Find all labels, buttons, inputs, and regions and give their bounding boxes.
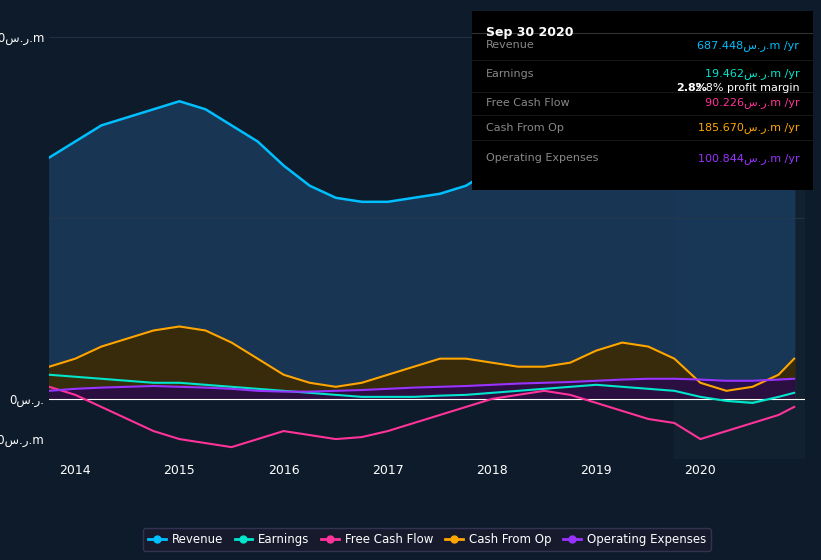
Text: Cash From Op: Cash From Op [486, 123, 563, 133]
Legend: Revenue, Earnings, Free Cash Flow, Cash From Op, Operating Expenses: Revenue, Earnings, Free Cash Flow, Cash … [143, 528, 711, 550]
Text: 100.844س.ر.m /yr: 100.844س.ر.m /yr [698, 153, 799, 164]
Text: 2.8% profit margin: 2.8% profit margin [695, 83, 799, 94]
Text: 90.226س.ر.m /yr: 90.226س.ر.m /yr [704, 97, 799, 108]
Text: Revenue: Revenue [486, 40, 534, 50]
Text: Earnings: Earnings [486, 69, 534, 79]
Bar [674, 17, 805, 459]
Text: 185.670س.ر.m /yr: 185.670س.ر.m /yr [698, 122, 799, 133]
Text: 19.462س.ر.m /yr: 19.462س.ر.m /yr [704, 68, 799, 80]
Text: Free Cash Flow: Free Cash Flow [486, 97, 569, 108]
Text: 687.448س.ر.m /yr: 687.448س.ر.m /yr [697, 40, 799, 51]
Text: Sep 30 2020: Sep 30 2020 [486, 26, 573, 39]
Text: 2.8%: 2.8% [677, 83, 707, 94]
Text: Operating Expenses: Operating Expenses [486, 153, 598, 163]
